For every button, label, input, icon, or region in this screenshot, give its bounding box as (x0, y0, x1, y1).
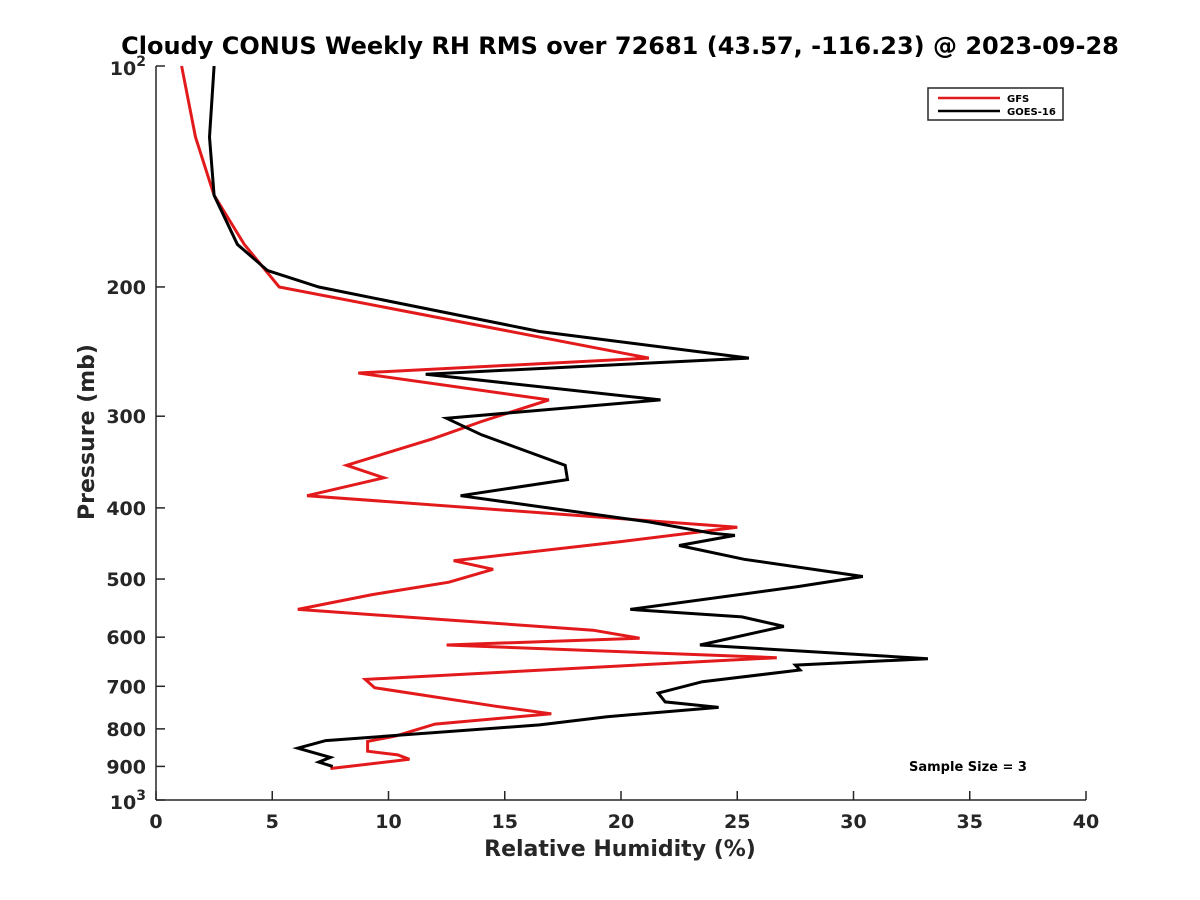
y-tick-label: 500 (106, 569, 146, 591)
y-tick-label: 900 (106, 756, 146, 778)
x-tick-label: 15 (492, 811, 518, 833)
axes (155, 65, 1087, 801)
legend-label-1: GOES-16 (1007, 107, 1056, 118)
legend-box (927, 87, 1064, 121)
legend-label-0: GFS (1007, 94, 1029, 105)
tick-labels: 0 5 10 15 20 25 30 35 40 200 300 400 500 600 700 800 900… (106, 54, 1099, 833)
legend: GFS GOES-16 (927, 87, 1064, 121)
series-line-0 (180, 65, 777, 770)
y-tick-label: 200 (106, 277, 146, 299)
y-tick-label: 800 (106, 719, 146, 741)
y-power-tick-label: 102 (110, 54, 146, 80)
y-tick-label: 700 (106, 676, 146, 698)
y-tick-label: 400 (106, 498, 146, 520)
series-line-1 (207, 65, 928, 768)
x-tick-label: 35 (957, 811, 983, 833)
x-tick-label: 0 (149, 811, 162, 833)
x-tick-label: 10 (375, 811, 401, 833)
plot-lines (180, 65, 928, 770)
x-axis-label: Relative Humidity (%) (484, 837, 756, 862)
y-tick-label: 300 (106, 406, 146, 428)
sample-size-annotation: Sample Size = 3 (909, 760, 1027, 775)
x-tick-label: 5 (266, 811, 279, 833)
y-power-tick-label: 103 (110, 788, 146, 814)
y-axis-label: Pressure (mb) (75, 344, 100, 520)
chart-title: Cloudy CONUS Weekly RH RMS over 72681 (4… (121, 32, 1119, 60)
y-tick-label: 600 (106, 627, 146, 649)
x-tick-label: 30 (840, 811, 866, 833)
x-tick-label: 25 (724, 811, 750, 833)
x-tick-label: 20 (608, 811, 634, 833)
x-tick-label: 40 (1073, 811, 1099, 833)
